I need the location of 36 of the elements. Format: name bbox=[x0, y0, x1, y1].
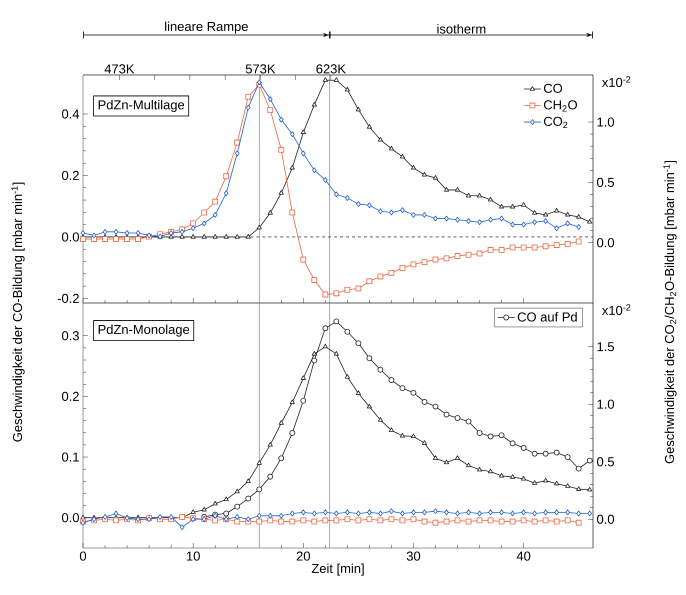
y-tick-label: 0.3 bbox=[62, 331, 79, 340]
y2-tick-label: 0.0 bbox=[597, 514, 614, 524]
legend-label: CH$_{2}$O bbox=[544, 100, 577, 112]
legend-label: CO auf Pd bbox=[518, 312, 577, 322]
x-axis-title: Zeit [min] bbox=[312, 564, 364, 576]
y-tick-label: 0.1 bbox=[62, 452, 79, 462]
x-tick-label: 0 bbox=[80, 552, 86, 561]
x-tick-label: 30 bbox=[406, 552, 420, 561]
x2-tick-label: 573K bbox=[246, 64, 276, 74]
text: PdZn-Monolage bbox=[98, 324, 190, 337]
y-tick-label: 0.0 bbox=[62, 232, 79, 242]
text: isotherm bbox=[437, 24, 486, 34]
legend-label: CO$_{2}$ bbox=[544, 116, 568, 128]
legend-label: CO bbox=[544, 84, 562, 93]
y2-tick-label: 1.0 bbox=[598, 400, 614, 409]
text: x10$^{-2}$ bbox=[602, 304, 630, 315]
y2-tick-label: 0.5 bbox=[597, 457, 614, 466]
y-tick-label: 0.2 bbox=[62, 392, 79, 401]
text: PdZn-Multilage bbox=[98, 100, 184, 112]
y-tick-label: 0.2 bbox=[62, 170, 79, 180]
x-tick-label: 10 bbox=[186, 552, 200, 561]
y-tick-label: -0.2 bbox=[58, 294, 79, 303]
text: x10$^{-2}$ bbox=[602, 76, 630, 87]
y-tick-label: 0.4 bbox=[62, 109, 80, 119]
y2-tick-label: 0.0 bbox=[597, 238, 614, 248]
x-tick-label: 20 bbox=[296, 552, 310, 561]
x2-tick-label: 623K bbox=[316, 64, 346, 74]
y-axis-title: Geschwindigkeit der CO-Bildung [mbar min$^{-1}$] bbox=[11, 182, 25, 442]
y2-tick-label: 1.5 bbox=[598, 342, 614, 352]
y2-tick-label: 1.0 bbox=[598, 117, 614, 127]
y2-tick-label: 0.5 bbox=[597, 178, 614, 187]
y-tick-label: 0.0 bbox=[62, 513, 79, 522]
text: lineare Rampe bbox=[165, 22, 248, 34]
y2-axis-title: Geschwindigkeit der CO$_{2}$/CH$_{2}$O-Bildung [mbar min$^{-1}$] bbox=[663, 160, 677, 464]
x2-tick-label: 473K bbox=[104, 64, 134, 74]
x-tick-label: 40 bbox=[516, 552, 530, 561]
